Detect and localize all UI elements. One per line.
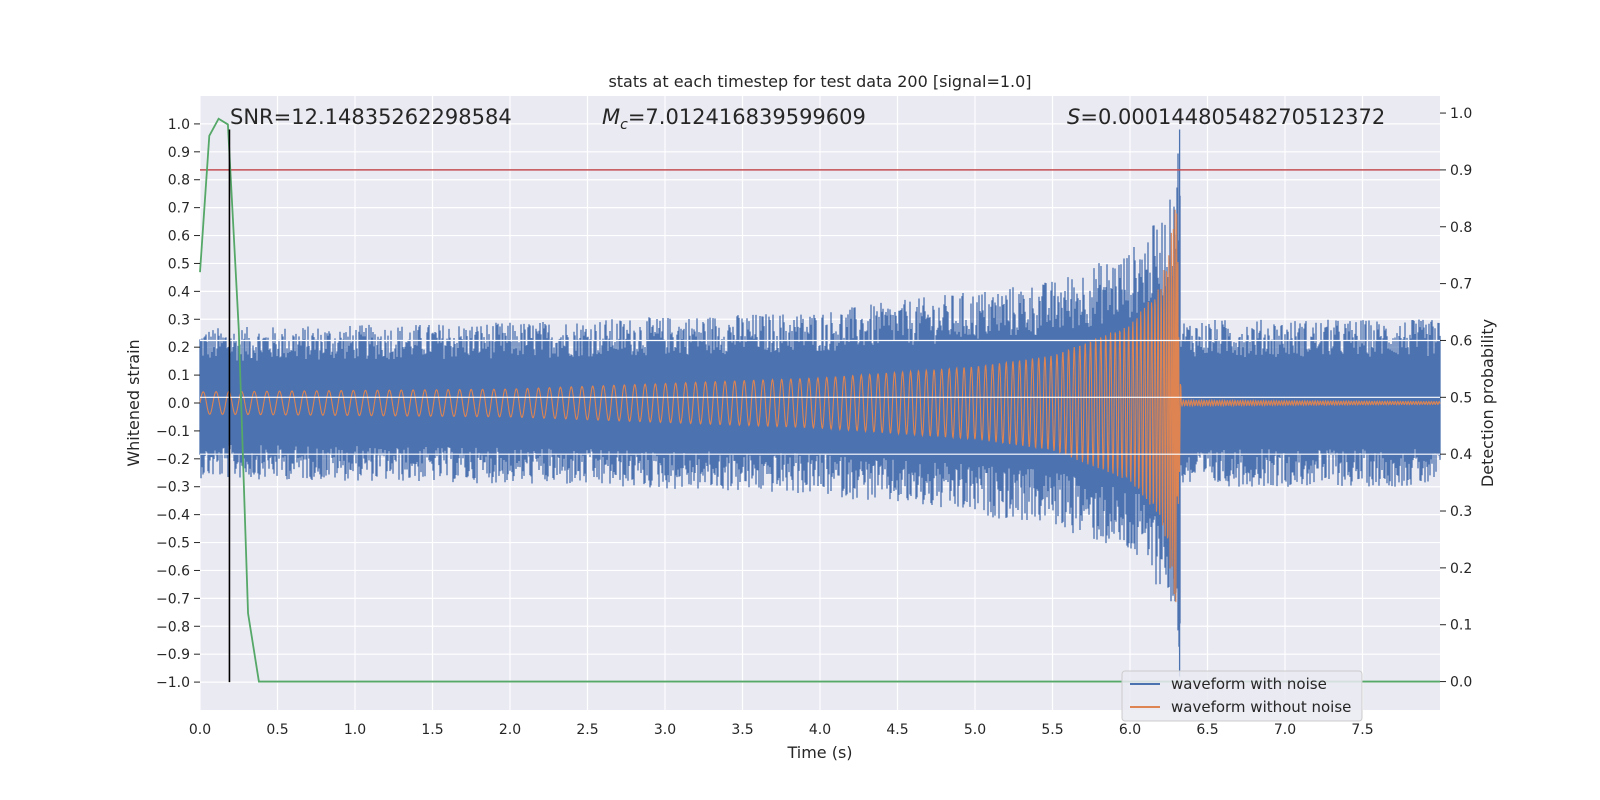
y-tick-label: 0.6 [168,229,190,245]
series-layer [199,117,1441,683]
y-tick-label: 0.3 [168,312,190,328]
x-tick-label: 6.5 [1196,722,1218,738]
legend-box [1121,670,1363,722]
x-tick-label: 3.0 [654,722,676,738]
y-tick-label: 0.4 [168,284,190,300]
series-detection-probability [199,117,1440,683]
x-tick-label: 3.5 [731,722,753,738]
legend-label-noise: waveform with noise [1171,675,1327,693]
y-tick-label: −0.6 [156,563,190,579]
s-annotation: S=0.00014480548270512372 [1067,105,1385,129]
chirp-mass-value: =7.012416839599609 [628,105,866,129]
y2-tick-label: 0.1 [1450,618,1472,634]
y-tick-label: −0.9 [156,647,190,663]
y-tick-label: 1.0 [168,117,190,133]
y-tick-label: −0.2 [156,452,190,468]
x-tick-label: 4.0 [809,722,831,738]
y-tick-label: −1.0 [156,675,190,691]
y-tick-label: 0.8 [168,173,190,189]
x-tick-label: 4.5 [886,722,908,738]
x-tick-label: 1.0 [344,722,366,738]
x-tick-label: 0.5 [266,722,288,738]
s-value: =0.00014480548270512372 [1080,105,1385,129]
y2-tick-label: 0.7 [1450,277,1472,293]
x-axis-label: Time (s) [786,743,852,762]
x-tick-label: 1.5 [421,722,443,738]
x-tick-label: 0.0 [189,722,211,738]
y-axis-label: Whitened strain [124,339,143,466]
x-tick-label: 5.0 [964,722,986,738]
y-tick-label: 0.1 [168,368,190,384]
y-tick-label: 0.7 [168,201,190,217]
axes: 0.0 0.5 1.0 1.5 2.0 2.5 3.0 3.5 4.0 4.5 5.0 5.5 6.0 6… [156,106,1472,738]
legend-label-clean: waveform without noise [1171,698,1351,716]
y-tick-label: −0.3 [156,480,190,496]
x-tick-label: 7.5 [1351,722,1373,738]
y2-tick-label: 0.5 [1450,390,1472,406]
y-tick-label: 0.2 [168,340,190,356]
y-tick-label: −0.8 [156,619,190,635]
x-tick-label: 2.0 [499,722,521,738]
series-waveform-without-noise [199,209,1441,603]
chirp-mass-annotation: Mc=7.012416839599609 [602,105,866,133]
y-tick-label: −0.1 [156,424,190,440]
y-tick-label: 0.9 [168,145,190,161]
x-tick-label: 6.0 [1119,722,1141,738]
snr-annotation: SNR=12.14835262298584 [230,105,512,129]
y-tick-label: 0.0 [168,396,190,412]
y-tick-label: −0.5 [156,536,190,552]
y2-tick-label: 1.0 [1450,106,1472,122]
chirp-mass-subscript: c [620,117,628,133]
y2-tick-label: 0.2 [1450,561,1472,577]
x-tick-label: 2.5 [576,722,598,738]
y2-tick-label: 0.0 [1450,675,1472,691]
s-symbol: S [1067,105,1080,129]
y-tick-label: −0.4 [156,508,190,524]
x-tick-label: 5.5 [1041,722,1063,738]
y-tick-label: −0.7 [156,591,190,607]
y2-tick-label: 0.6 [1450,333,1472,349]
y2-tick-label: 0.4 [1450,447,1472,463]
y2-tick-label: 0.8 [1450,220,1472,236]
y2-tick-label: 0.9 [1450,163,1472,179]
legend: waveform with noise waveform without noi… [1121,670,1363,722]
y-tick-label: 0.5 [168,256,190,272]
x-tick-label: 7.0 [1274,722,1296,738]
y2-tick-label: 0.3 [1450,504,1472,520]
y2-axis-label: Detection probability [1478,319,1497,487]
chart-title: stats at each timestep for test data 200… [608,72,1031,91]
chirp-mass-symbol: M [602,105,620,129]
